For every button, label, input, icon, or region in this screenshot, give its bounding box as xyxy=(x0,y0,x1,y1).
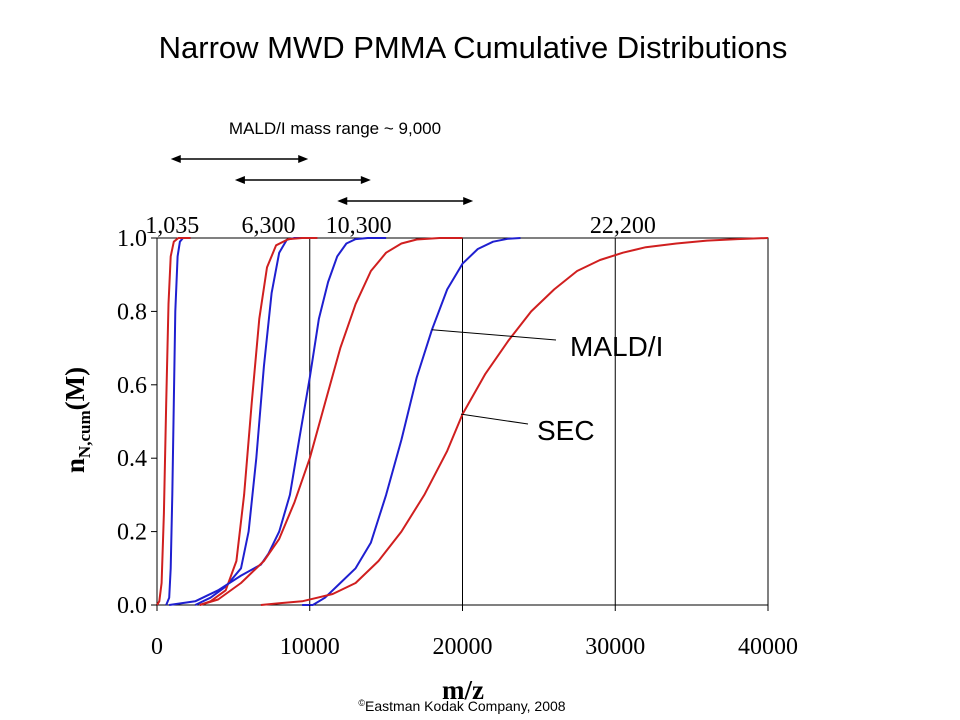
y-axis-title-subscript: N,cum xyxy=(75,410,94,458)
grid xyxy=(309,238,616,605)
peak-labels: 1,035 6,300 10,300 22,200 xyxy=(145,213,656,239)
callout-line-1 xyxy=(460,413,529,425)
y-tick-label-5: 1.0 xyxy=(117,226,147,252)
copyright: ©Eastman Kodak Company, 2008 xyxy=(358,698,565,714)
series-line-maldi-2 xyxy=(194,237,310,606)
mass-range-arrow-2 xyxy=(337,197,474,205)
peak-label-3: 22,200 xyxy=(590,213,656,239)
axis-ticks: 0.0 0.2 0.4 0.6 0.8 1.0 0 10000 20000 30000 40000 xyxy=(117,226,798,660)
series-label-maldi: MALD/I xyxy=(570,331,663,362)
series-line-maldi-4 xyxy=(169,237,387,606)
copyright-symbol: © xyxy=(358,698,365,708)
x-tick-label-2: 20000 xyxy=(433,634,493,660)
y-tick-label-2: 0.4 xyxy=(117,446,147,472)
series-lines xyxy=(156,237,769,606)
mass-range-arrow-0 xyxy=(170,155,309,163)
series-line-sec-1 xyxy=(156,237,191,606)
series-line-maldi-6 xyxy=(302,237,521,606)
y-axis-title: nN,cum(M) xyxy=(60,367,94,473)
mass-range-arrows xyxy=(170,155,474,205)
y-axis-title-suffix: (M) xyxy=(60,367,90,410)
x-tick-label-1: 10000 xyxy=(280,634,340,660)
copyright-text: Eastman Kodak Company, 2008 xyxy=(365,698,566,714)
y-tick-label-1: 0.2 xyxy=(117,520,147,546)
x-tick-label-4: 40000 xyxy=(738,634,798,660)
x-tick-label-0: 0 xyxy=(151,634,163,660)
series-label-sec: SEC xyxy=(537,415,595,446)
callout-line-0 xyxy=(431,329,557,341)
series-line-sec-3 xyxy=(199,237,318,606)
mass-range-arrow-1 xyxy=(234,176,371,184)
mass-range-annotation: MALD/I mass range ~ 9,000 xyxy=(229,119,441,138)
series-line-sec-7 xyxy=(260,237,769,606)
y-tick-label-0: 0.0 xyxy=(117,593,147,619)
series-labels: MALD/I SEC xyxy=(431,329,663,446)
peak-label-0: 1,035 xyxy=(145,213,199,239)
series-line-maldi-0 xyxy=(165,237,191,606)
peak-label-2: 10,300 xyxy=(326,213,392,239)
x-tick-label-3: 30000 xyxy=(585,634,645,660)
y-tick-label-3: 0.6 xyxy=(117,373,147,399)
series-line-sec-5 xyxy=(199,237,463,606)
x-axis-title: m/z xyxy=(442,675,484,705)
peak-label-1: 6,300 xyxy=(242,213,296,239)
page-title: Narrow MWD PMMA Cumulative Distributions xyxy=(159,30,788,65)
y-axis-title-base: n xyxy=(60,458,90,473)
y-tick-label-4: 0.8 xyxy=(117,299,147,325)
